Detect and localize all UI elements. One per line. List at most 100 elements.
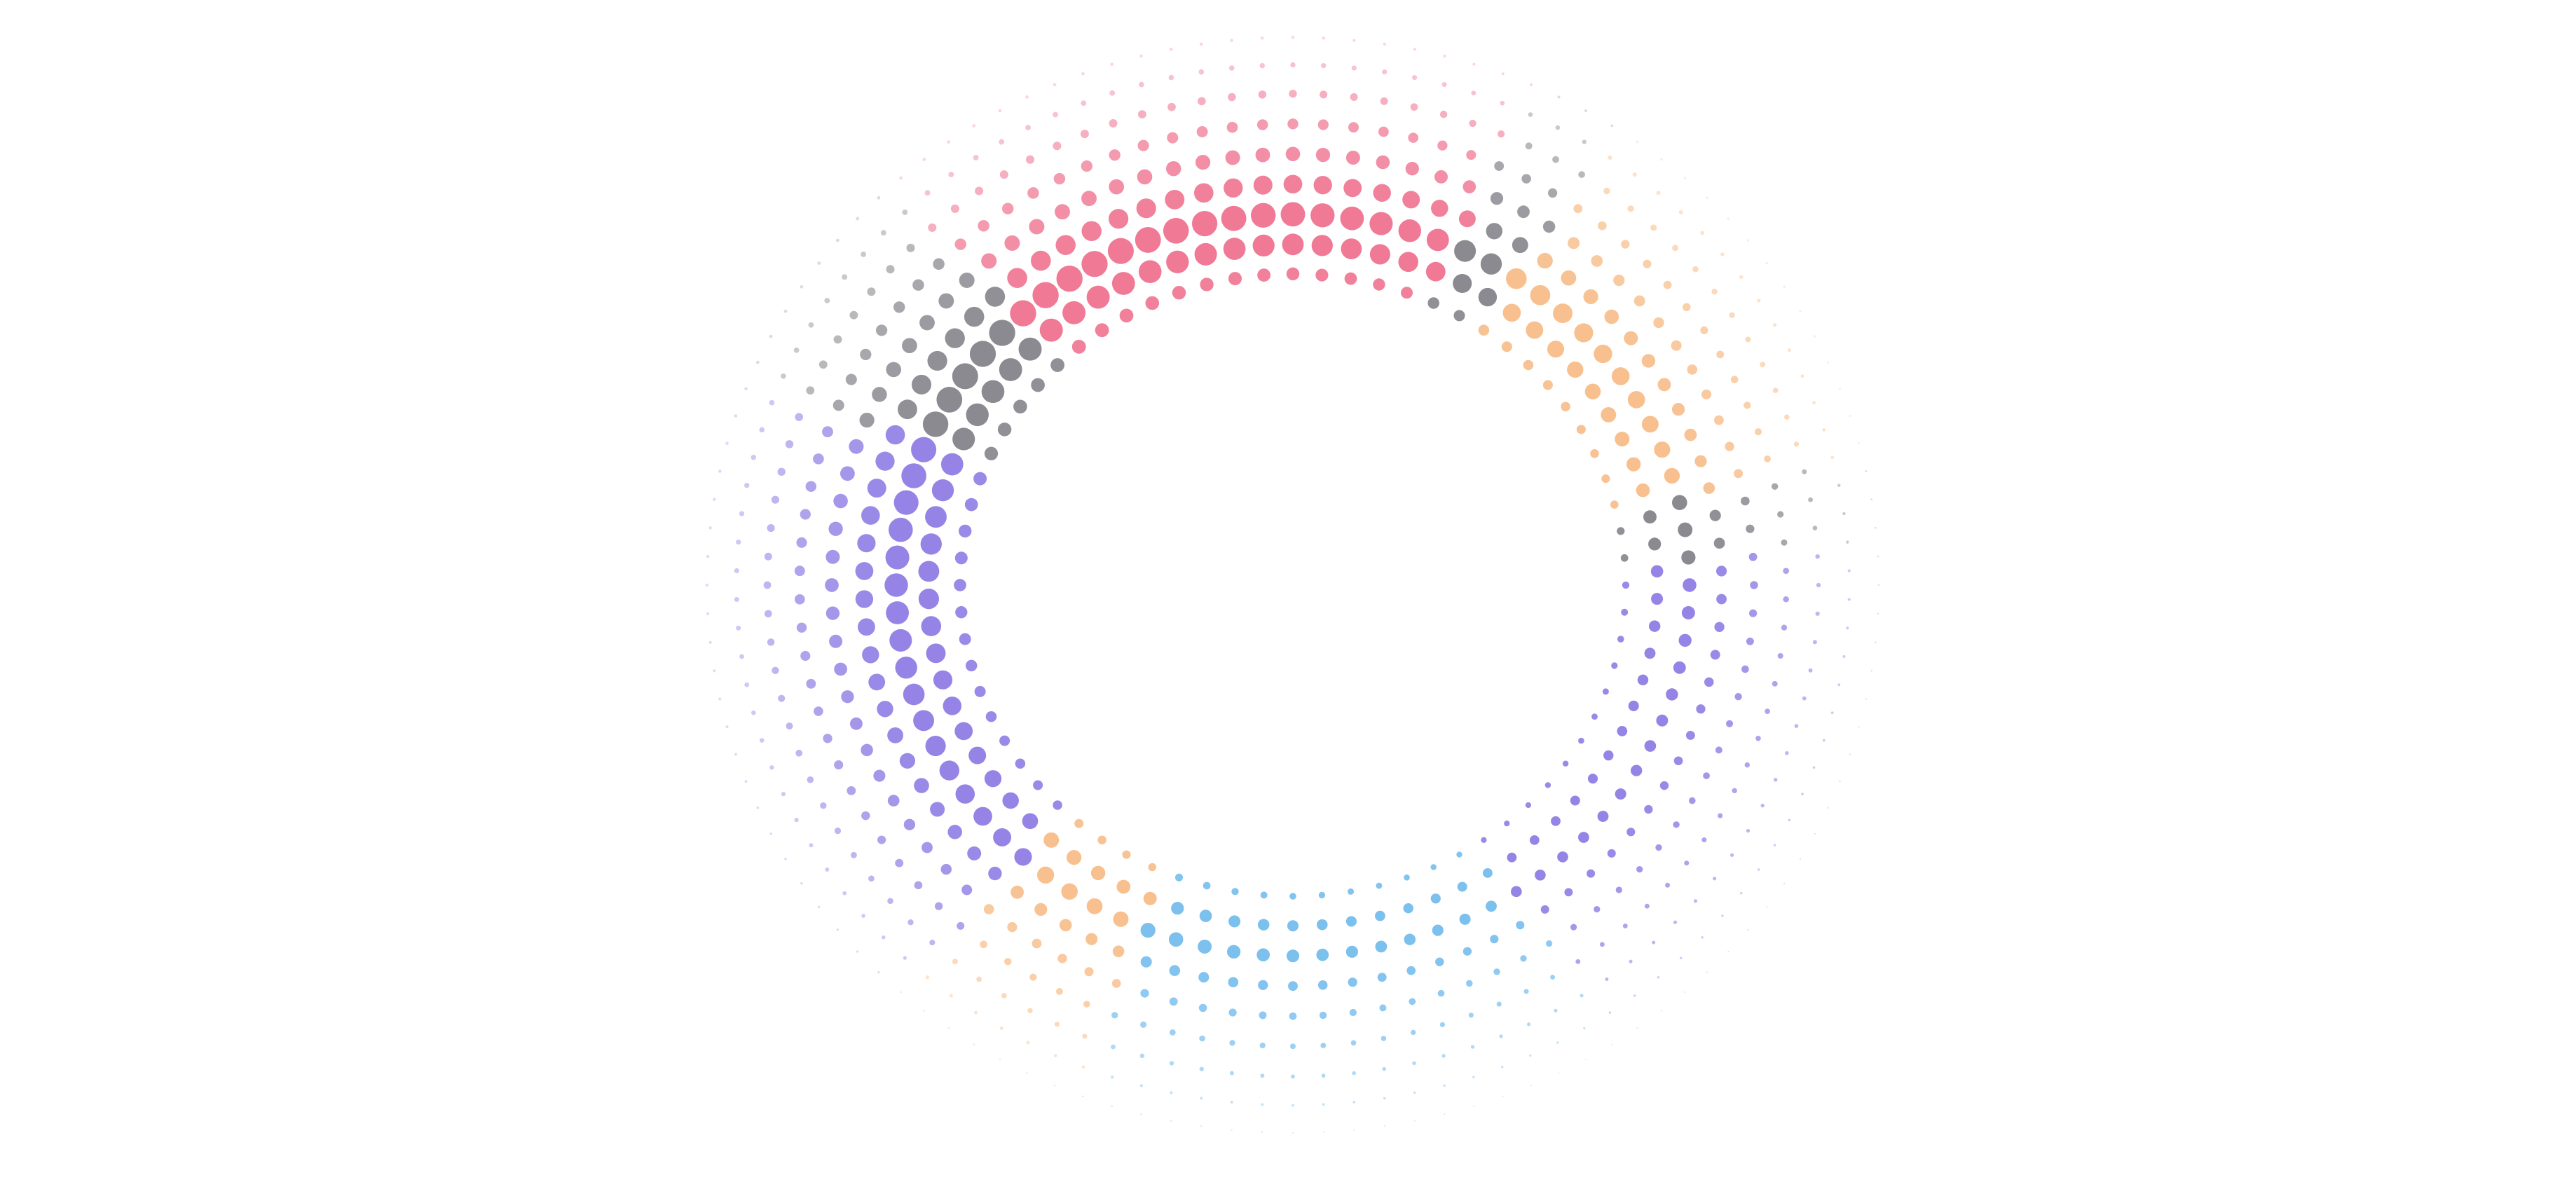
dot (1557, 95, 1561, 99)
dot (734, 414, 738, 418)
dot (1865, 698, 1867, 700)
dot (1168, 932, 1184, 947)
dot (1870, 670, 1872, 672)
dot (1827, 361, 1830, 364)
dot (1053, 1084, 1056, 1087)
dot (1631, 764, 1643, 776)
dot (1621, 240, 1630, 249)
dot (1681, 606, 1695, 619)
dot (1097, 835, 1107, 845)
dot (1741, 496, 1750, 506)
dot (1228, 1008, 1237, 1017)
dot (1808, 668, 1813, 673)
dot (1026, 1072, 1028, 1074)
dot (1191, 210, 1218, 237)
dot (1139, 1084, 1144, 1088)
dot (1054, 1022, 1060, 1027)
dot (1678, 633, 1692, 647)
dot (1165, 189, 1185, 210)
dot (825, 549, 840, 564)
dot (1659, 781, 1669, 790)
dot (1627, 391, 1645, 409)
dot (1373, 278, 1385, 291)
dot (1584, 1058, 1587, 1060)
dot (1654, 441, 1671, 458)
dot (1746, 239, 1750, 242)
dot (1085, 933, 1098, 945)
dot (1200, 1125, 1203, 1127)
dot (1318, 891, 1326, 899)
dot (833, 493, 848, 509)
dot (1706, 971, 1708, 973)
dot (1466, 150, 1477, 160)
dot (1229, 1040, 1235, 1046)
dot (1469, 119, 1477, 128)
dot (1822, 428, 1826, 432)
dot (999, 170, 1008, 179)
dot (1137, 110, 1146, 119)
dot (1558, 1072, 1560, 1074)
dot (1136, 198, 1156, 219)
dot (1482, 867, 1493, 878)
dot (965, 659, 978, 672)
dot (1412, 1061, 1416, 1066)
dot (1034, 903, 1048, 917)
dot (1203, 881, 1211, 890)
dot (1010, 885, 1024, 899)
dot (1671, 495, 1687, 511)
dot (1425, 261, 1446, 282)
dot (1604, 309, 1619, 324)
dot (800, 650, 811, 661)
dot (1007, 268, 1027, 289)
dot (1648, 537, 1662, 551)
dot (1022, 813, 1039, 830)
dot (1663, 280, 1672, 289)
dot (1200, 277, 1214, 291)
dot (825, 606, 840, 620)
dot (1772, 680, 1778, 687)
dot (1197, 97, 1206, 106)
dot (1137, 169, 1153, 185)
dot (934, 902, 943, 910)
dot (1643, 510, 1657, 524)
dot (928, 223, 937, 232)
dot (1641, 354, 1656, 368)
dot (1167, 132, 1179, 144)
dot (1468, 1013, 1474, 1018)
dot (1655, 844, 1662, 851)
dot (1629, 959, 1633, 963)
dot (1656, 191, 1661, 195)
dot (1081, 160, 1092, 172)
dot (969, 341, 996, 367)
dot (1683, 578, 1697, 592)
dot (1377, 973, 1387, 982)
dot (1252, 234, 1275, 257)
dot (1376, 155, 1390, 170)
dot (1459, 913, 1471, 925)
dot (769, 399, 775, 406)
dot (966, 403, 989, 427)
dot (1529, 1054, 1532, 1057)
dot (1059, 919, 1072, 932)
dot (1830, 711, 1834, 715)
dot (772, 666, 779, 674)
dot (794, 818, 799, 823)
dot (783, 309, 788, 313)
dot (1564, 888, 1573, 897)
dot (849, 310, 858, 320)
dot (1113, 911, 1129, 927)
dot (1027, 1008, 1033, 1013)
dot (980, 940, 987, 949)
dot (1379, 1004, 1387, 1012)
dot (1594, 344, 1612, 364)
dot (836, 928, 840, 931)
dot (1140, 989, 1149, 998)
dot (1499, 1034, 1503, 1038)
dot (1875, 526, 1877, 529)
dot (1870, 498, 1873, 501)
dot (948, 172, 954, 178)
dot (1473, 1105, 1475, 1107)
dot (958, 524, 972, 538)
dot (887, 795, 900, 807)
dot (1171, 902, 1184, 915)
